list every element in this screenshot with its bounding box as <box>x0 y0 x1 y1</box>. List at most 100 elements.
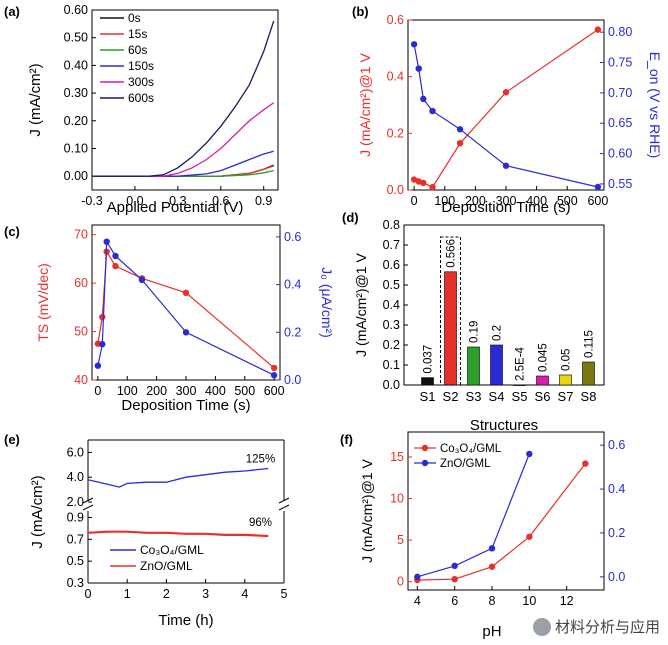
y-tick-label: 2.0 <box>67 495 84 509</box>
x-axis-label: pH <box>482 623 501 640</box>
y-tick-label: 0.3 <box>67 576 84 590</box>
y-tick-label: 0.8 <box>383 218 400 232</box>
x-tick-label: 2 <box>163 587 170 601</box>
bar-value-label: 0.566 <box>446 239 458 268</box>
annotation-co3o4: 125% <box>246 453 275 465</box>
y-tick-label: 15 <box>390 450 404 464</box>
plot-frame-f <box>407 431 605 591</box>
y-tick-label: 0.4 <box>383 298 400 312</box>
x-axis-label: Time (h) <box>158 612 213 629</box>
y-axis-label-right: J₀ (μA/cm²) <box>319 267 335 338</box>
panel-label: (c) <box>4 224 20 239</box>
y-tick-label: 10 <box>390 492 404 506</box>
x-tick-label: 5 <box>281 587 288 601</box>
bar-value-label: 0.045 <box>538 343 550 372</box>
y-axis-label-left: TS (mV/dec) <box>35 263 51 342</box>
x-tick-label: 3 <box>202 587 209 601</box>
legend-label: 60s <box>128 43 147 57</box>
y-tick-label: 5 <box>397 533 404 547</box>
y-tick-label-right: 0.6 <box>284 230 301 244</box>
series-line-600s <box>92 20 275 177</box>
x-tick-label: 600 <box>587 194 608 208</box>
data-point <box>594 183 602 191</box>
y-tick-label: 0.40 <box>64 58 88 72</box>
data-point <box>420 95 427 103</box>
bar-S7 <box>559 374 572 386</box>
bar-value-label: 2.5E-4 <box>515 346 527 380</box>
y-axis-label: J (mA/cm²) <box>27 63 44 136</box>
series-line-J0 <box>97 239 275 376</box>
x-tick-label: 0 <box>411 194 418 208</box>
panel-label: (e) <box>4 432 20 447</box>
y-axis-label-left: J (mA/cm²)@1 V <box>357 53 373 157</box>
data-point <box>488 545 496 552</box>
axis-break-left <box>82 497 94 511</box>
data-point <box>415 65 422 72</box>
x-tick-label: 0.6 <box>212 194 229 208</box>
legend-label: 15s <box>128 27 147 41</box>
y-tick-label-right: 0.55 <box>608 177 632 191</box>
y-tick-label: 50 <box>74 325 88 339</box>
y-tick-label: 6.0 <box>67 445 84 459</box>
x-tick-label: S1 <box>420 389 436 404</box>
series-line-co3o4 <box>87 467 269 488</box>
y-tick-label: 0.00 <box>64 169 88 183</box>
y-tick-label: 0.9 <box>67 510 84 524</box>
bar-value-label: 0.115 <box>584 330 596 358</box>
x-tick-label: 8 <box>489 594 496 608</box>
bar-S6 <box>536 375 549 386</box>
data-point <box>429 183 436 191</box>
data-point <box>488 563 496 570</box>
data-point <box>99 341 106 348</box>
legend-marker <box>421 444 429 452</box>
y-tick-label-right: 0.4 <box>284 278 301 292</box>
data-point <box>526 533 533 540</box>
x-tick-label: 300 <box>176 384 197 398</box>
data-point <box>502 162 510 169</box>
x-axis-label: Structures <box>470 417 538 434</box>
legend-label: ZnO/GML <box>440 458 491 470</box>
y-tick-label: 0.7 <box>383 238 400 252</box>
series-line-150s <box>92 150 274 177</box>
data-point <box>420 179 427 187</box>
panel-label: (d) <box>342 210 359 225</box>
data-point <box>456 140 464 147</box>
y-axis-label-right: E_on (V vs RHE) <box>647 52 663 159</box>
x-tick-label: 1 <box>124 587 131 601</box>
x-tick-label: 100 <box>117 384 138 398</box>
y-tick-label: 0 <box>397 575 404 589</box>
y-tick-label: 0.4 <box>387 70 404 84</box>
data-point <box>99 313 106 321</box>
data-point <box>138 276 146 284</box>
bar-S5 <box>513 384 526 386</box>
x-tick-label: S7 <box>558 389 574 404</box>
y-tick-label-right: 0.70 <box>608 86 632 100</box>
data-point <box>182 329 190 336</box>
data-point <box>526 450 533 458</box>
y-tick-label-right: 0.60 <box>608 147 632 161</box>
bar-value-label: 0.19 <box>469 321 481 343</box>
data-point <box>182 289 190 297</box>
bar-value-label: 0.05 <box>561 349 573 371</box>
bar-value-label: 0.2 <box>492 325 504 341</box>
legend-label: Co₃O₄/GML <box>140 543 204 557</box>
x-tick-label: 0.0 <box>126 194 143 208</box>
y-tick-label: 0.2 <box>383 338 400 352</box>
y-tick-label: 4.0 <box>67 470 84 484</box>
bar-S3 <box>467 346 480 386</box>
legend-label: ZnO/GML <box>140 559 193 573</box>
y-tick-label-right: 0.2 <box>284 325 301 339</box>
data-point <box>414 573 421 581</box>
legend-label: 300s <box>128 75 154 89</box>
series-line-ZnO/GML <box>417 453 530 578</box>
y-tick-label-right: 0.6 <box>608 438 625 452</box>
x-tick-label: 400 <box>205 384 226 398</box>
y-tick-label-right: 0.0 <box>284 373 301 387</box>
x-tick-label: 200 <box>146 384 167 398</box>
x-tick-label: 600 <box>264 384 285 398</box>
y-tick-label-right: 0.80 <box>608 25 632 39</box>
x-tick-label: 100 <box>434 194 455 208</box>
x-tick-label: S5 <box>512 389 528 404</box>
bar-S1 <box>421 377 434 386</box>
data-point <box>270 364 278 372</box>
